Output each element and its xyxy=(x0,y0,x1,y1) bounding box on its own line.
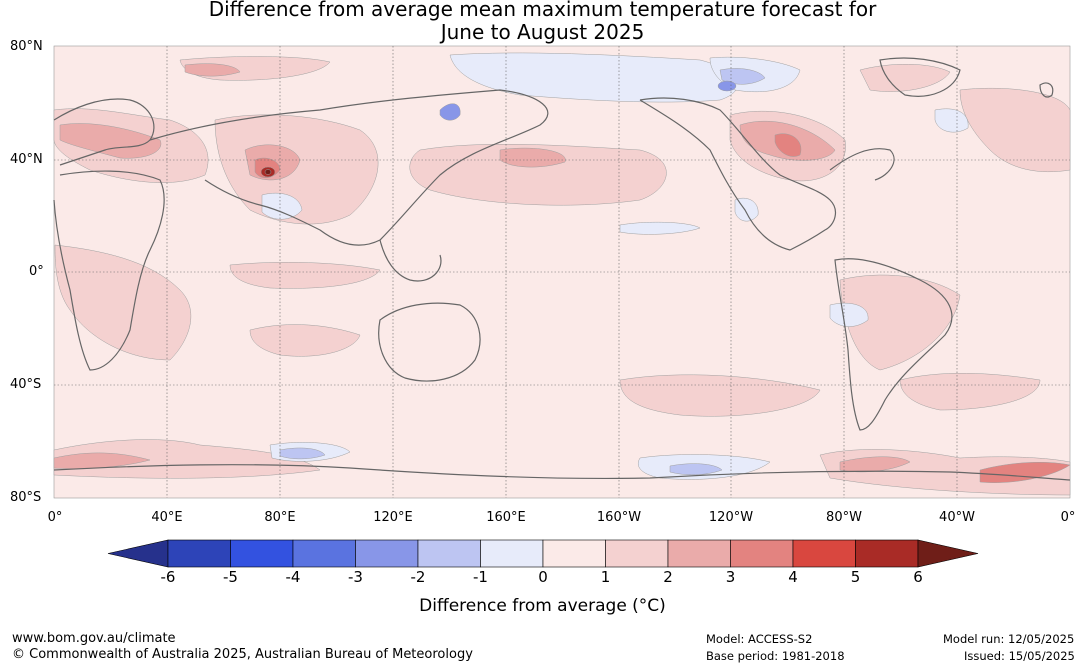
lon-label-40w: 40°W xyxy=(939,510,975,525)
cool-anomaly-patches xyxy=(261,52,969,480)
colorbar-extend-high xyxy=(917,539,979,568)
colorbar-segment xyxy=(542,539,606,568)
lat-label-40s: 40°S xyxy=(10,377,42,392)
lon-label-80w: 80°W xyxy=(826,510,862,525)
colorbar-segment xyxy=(667,539,731,568)
colorbar-tick-label: 3 xyxy=(725,568,736,586)
colorbar-tick-label: -3 xyxy=(348,568,363,586)
colorbar-segment xyxy=(292,539,356,568)
colorbar-tick-label: -4 xyxy=(285,568,301,586)
colorbar-segment xyxy=(605,539,669,568)
colorbar-tick-label: 5 xyxy=(850,568,861,586)
lon-label-0: 0° xyxy=(47,510,63,525)
colorbar-tick-label: 0 xyxy=(538,568,548,586)
lon-label-80e: 80°E xyxy=(264,510,296,525)
lat-label-40n: 40°N xyxy=(10,152,43,167)
lon-label-160w: 160°W xyxy=(596,510,642,525)
colorbar-tick-label: 6 xyxy=(913,568,923,586)
colorbar-segment xyxy=(230,539,294,568)
website-text: www.bom.gov.au/climate xyxy=(12,631,176,646)
base-period-text: Base period: 1981-2018 xyxy=(706,649,845,663)
graticule xyxy=(54,46,1070,498)
colorbar-title: Difference from average (°C) xyxy=(419,596,666,616)
colorbar-tick-label: -1 xyxy=(473,568,488,586)
forecast-map xyxy=(53,45,1071,499)
colorbar-tick-label: -2 xyxy=(410,568,426,586)
map-title-line-2: June to August 2025 xyxy=(440,20,645,44)
colorbar-segment xyxy=(730,539,794,568)
colorbar-segment xyxy=(855,539,919,568)
map-area: 80°N 40°N 0° 40°S 80°S 0° 40°E 80°E 120°… xyxy=(10,39,1076,525)
colorbar-tick-label: 1 xyxy=(600,568,611,586)
lon-label-120e: 120°E xyxy=(373,510,413,525)
lat-label-80n: 80°N xyxy=(10,39,43,54)
lat-label-equator: 0° xyxy=(29,264,44,279)
colorbar-segment xyxy=(167,539,231,568)
model-run-text: Model run: 12/05/2025 xyxy=(943,632,1075,646)
lon-label-160e: 160°E xyxy=(486,510,526,525)
colorbar-segment xyxy=(355,539,419,568)
colorbar xyxy=(107,539,979,568)
copyright-text: © Commonwealth of Australia 2025, Austra… xyxy=(12,647,473,662)
colorbar-tick-label: -6 xyxy=(160,568,176,586)
lon-label-120w: 120°W xyxy=(708,510,754,525)
lat-label-80s: 80°S xyxy=(10,490,42,505)
colorbar-extend-low xyxy=(107,539,169,568)
colorbar-segment xyxy=(480,539,544,568)
coastlines xyxy=(53,57,1071,481)
map-title-line-1: Difference from average mean maximum tem… xyxy=(208,0,877,21)
colorbar-tick-label: -5 xyxy=(223,568,238,586)
lon-label-40e: 40°E xyxy=(151,510,183,525)
colorbar-segment xyxy=(417,539,481,568)
colorbar-segment xyxy=(792,539,856,568)
lon-label-0-east: 0° xyxy=(1060,510,1076,525)
colorbar-tick-label: 2 xyxy=(663,568,673,586)
model-text: Model: ACCESS-S2 xyxy=(706,632,813,646)
issued-text: Issued: 15/05/2025 xyxy=(964,649,1075,663)
colorbar-tick-label: 4 xyxy=(788,568,798,586)
